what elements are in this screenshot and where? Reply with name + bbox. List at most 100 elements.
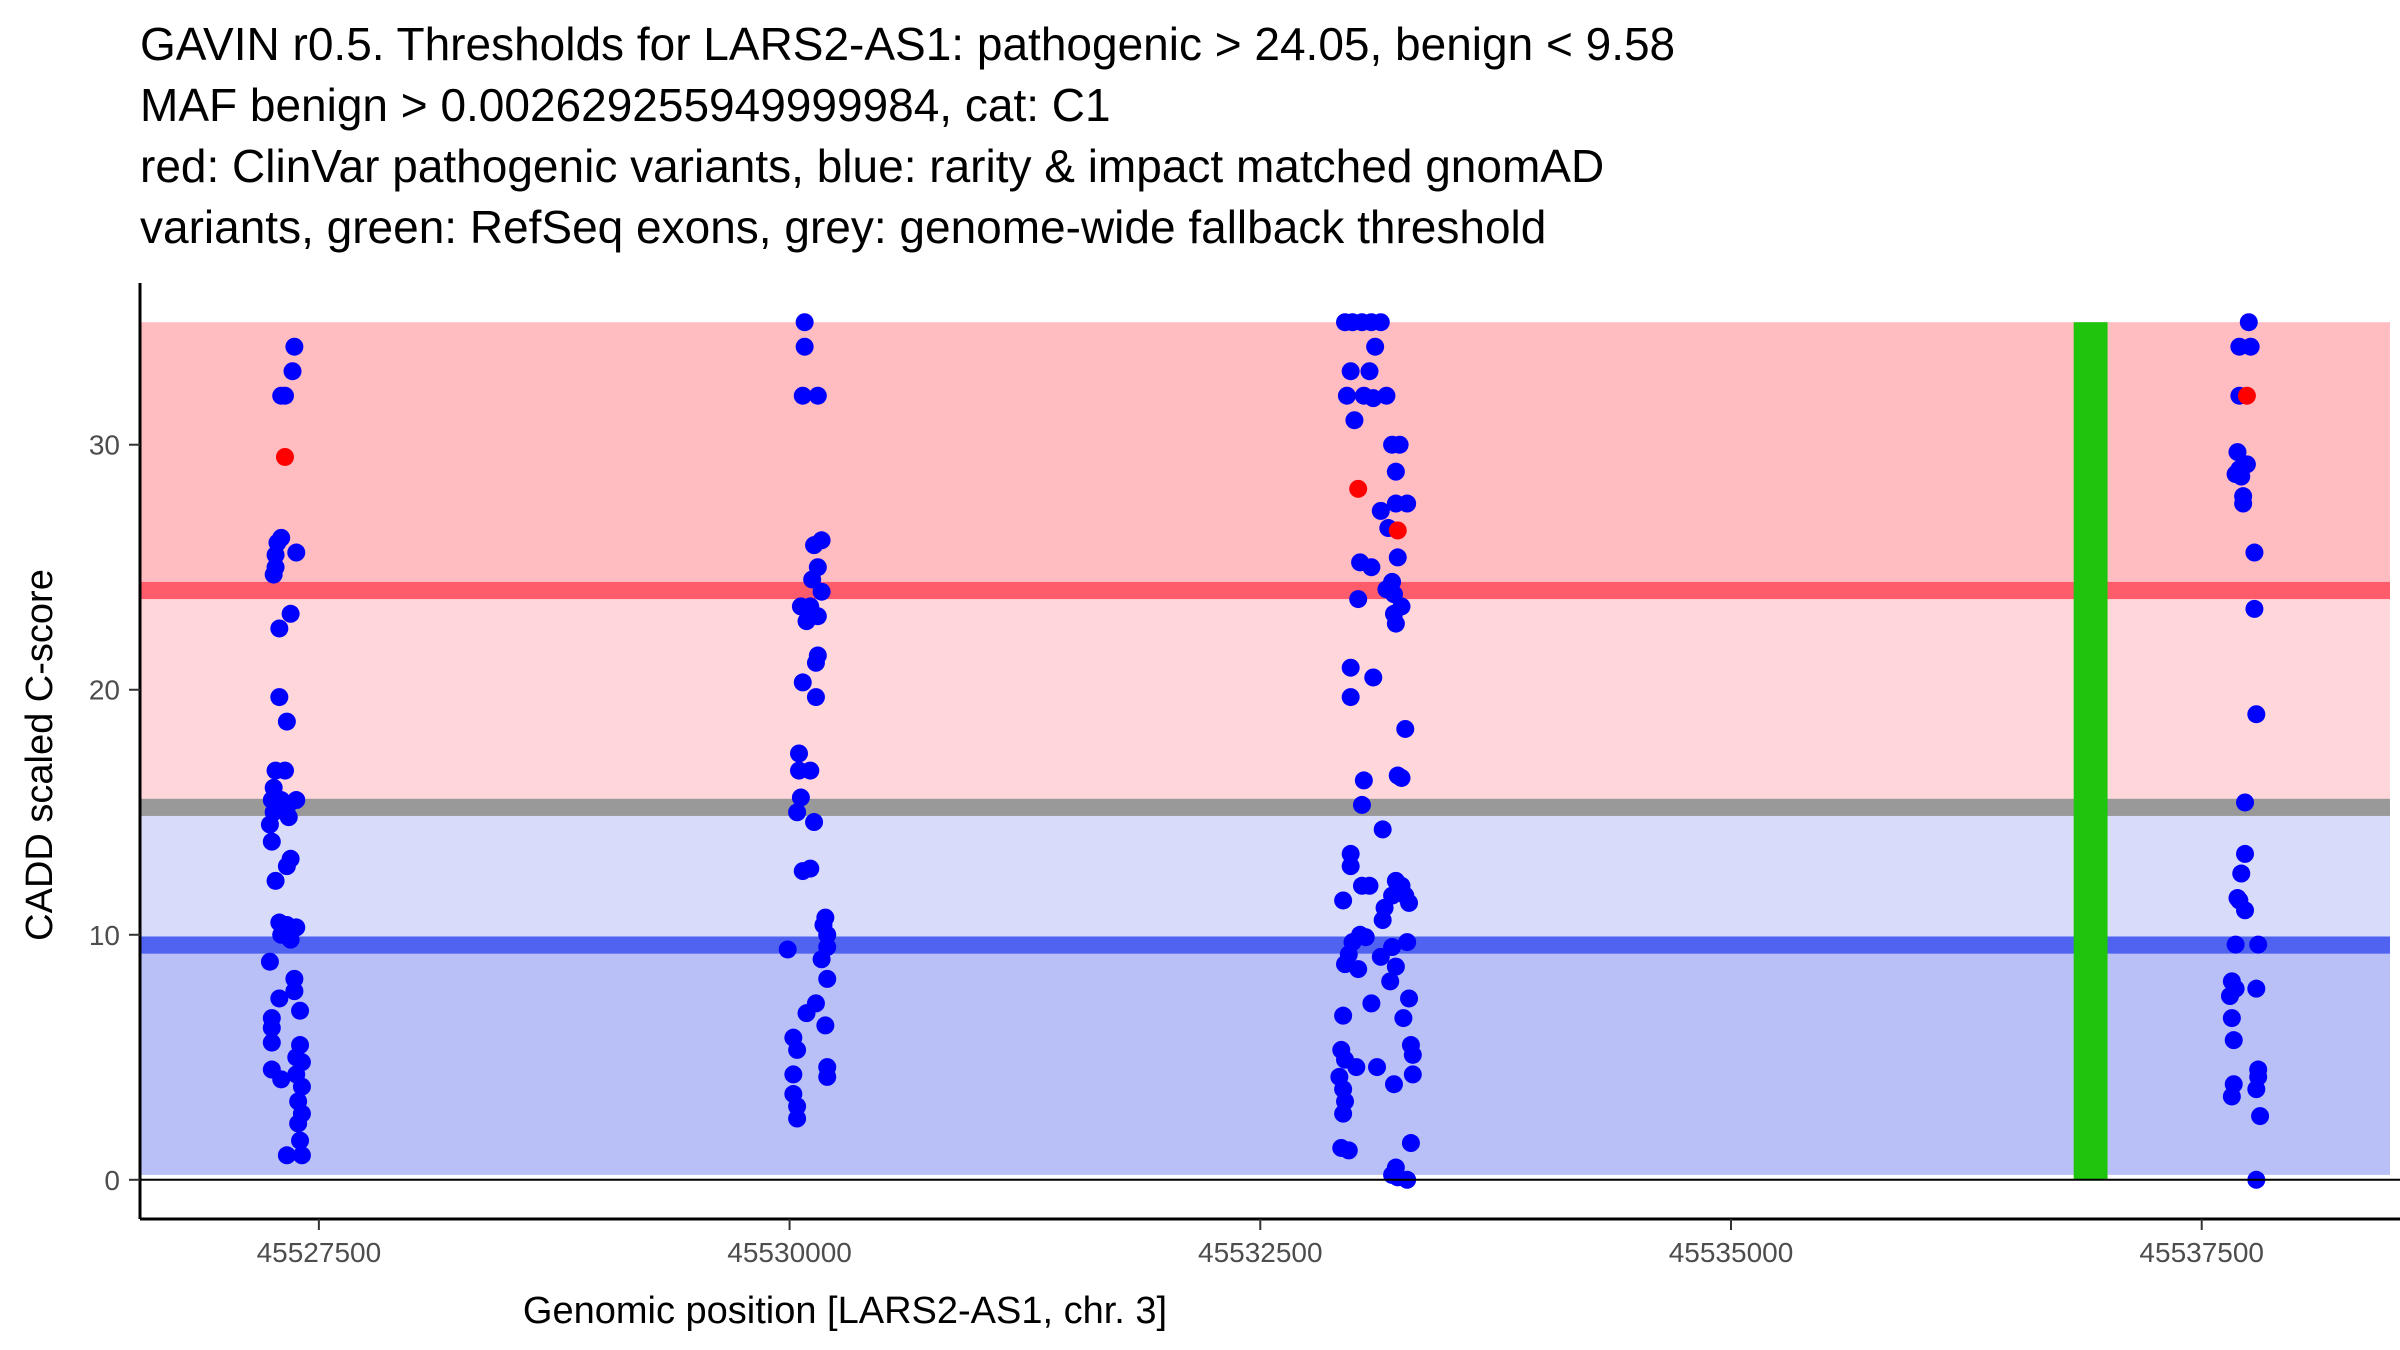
gnomad-variant-point xyxy=(1373,911,1392,930)
x-tick-label: 45530000 xyxy=(727,1237,852,1268)
gnomad-variant-point xyxy=(277,857,296,876)
gnomad-variant-point xyxy=(1362,994,1381,1013)
gnomad-variant-point xyxy=(1400,893,1419,912)
gnomad-variant-point xyxy=(1381,972,1400,991)
gnomad-variant-point xyxy=(1366,337,1385,356)
exon-bars xyxy=(2073,322,2108,1180)
gnomad-variant-point xyxy=(1386,957,1405,976)
gnomad-variant-point xyxy=(818,1067,837,1086)
gnomad-variant-point xyxy=(275,386,294,405)
threshold-line-fallback xyxy=(140,798,2390,816)
gnomad-variant-point xyxy=(784,1065,803,1084)
gnomad-variant-point xyxy=(2247,1080,2266,1099)
gnomad-variant-point xyxy=(1341,362,1360,381)
gnomad-variant-point xyxy=(277,712,296,731)
gnomad-variant-point xyxy=(1388,548,1407,567)
gnomad-variant-point xyxy=(1349,590,1368,609)
gnomad-variant-point xyxy=(272,1070,291,1089)
gnomad-variant-point xyxy=(262,1018,281,1037)
gnomad-variant-point xyxy=(2226,935,2245,954)
gnomad-variant-point xyxy=(1386,462,1405,481)
x-tick-label: 45532500 xyxy=(1198,1237,1323,1268)
gnomad-variant-point xyxy=(812,582,831,601)
title-line-1: GAVIN r0.5. Thresholds for LARS2-AS1: pa… xyxy=(140,18,1676,70)
gnomad-variant-point xyxy=(1373,820,1392,839)
gnomad-variant-point xyxy=(801,859,820,878)
gnomad-variant-point xyxy=(1390,435,1409,454)
gnomad-variant-point xyxy=(2247,979,2266,998)
gnomad-variant-point xyxy=(266,871,285,890)
gnomad-variant-point xyxy=(2249,935,2268,954)
gnomad-variant-point xyxy=(1352,795,1371,814)
gnomad-variant-point xyxy=(788,803,807,822)
exon-bar xyxy=(2073,322,2108,1180)
gnomad-variant-point xyxy=(805,813,824,832)
gnomad-variant-point xyxy=(277,1146,296,1165)
gnomad-variant-point xyxy=(279,808,298,827)
gnomad-variant-point xyxy=(262,1033,281,1052)
gnomad-variant-point xyxy=(291,1001,310,1020)
title-line-3: red: ClinVar pathogenic variants, blue: … xyxy=(140,140,1605,192)
clinvar-pathogenic-point xyxy=(2237,386,2256,405)
gnomad-variant-point xyxy=(1354,771,1373,790)
gnomad-variant-point xyxy=(788,1040,807,1059)
gnomad-variant-point xyxy=(289,1114,308,1133)
region-fallback-pathogenic xyxy=(140,590,2390,808)
gnomad-variant-point xyxy=(1345,411,1364,430)
x-tick-label: 45535000 xyxy=(1669,1237,1794,1268)
gnomad-variant-point xyxy=(2239,313,2258,332)
gnomad-variant-point xyxy=(791,788,810,807)
gnomad-variant-point xyxy=(287,543,306,562)
plot-area xyxy=(140,313,2390,1189)
y-tick-label: 20 xyxy=(89,675,120,706)
gnomad-variant-point xyxy=(291,1131,310,1150)
gnomad-variant-point xyxy=(789,744,808,763)
gnomad-variant-point xyxy=(1403,1045,1422,1064)
gnomad-variant-point xyxy=(1386,494,1405,513)
threshold-lines xyxy=(140,581,2390,954)
gnomad-variant-point xyxy=(2245,543,2264,562)
gnomad-variant-point xyxy=(1386,614,1405,633)
gnomad-variant-point xyxy=(812,531,831,550)
gnomad-variant-point xyxy=(270,688,289,707)
title-line-4: variants, green: RefSeq exons, grey: gen… xyxy=(140,201,1547,253)
gnomad-variant-point xyxy=(2226,465,2245,484)
gnomad-variant-point xyxy=(1341,857,1360,876)
gnomad-variant-point xyxy=(2236,793,2255,812)
threshold-line-pathogenic xyxy=(140,581,2390,600)
gnomad-variant-point xyxy=(2241,337,2260,356)
gnomad-variant-point xyxy=(264,565,283,584)
gnomad-variant-point xyxy=(797,612,816,631)
gnomad-variant-point xyxy=(1401,1134,1420,1153)
gnomad-variant-point xyxy=(283,362,302,381)
gnomad-variant-point xyxy=(801,761,820,780)
clinvar-pathogenic-point xyxy=(275,447,294,466)
gnomad-variant-point xyxy=(816,1016,835,1035)
gnomad-variant-point xyxy=(1392,768,1411,787)
gnomad-variant-point xyxy=(260,815,279,834)
x-axis-title: Genomic position [LARS2-AS1, chr. 3] xyxy=(523,1290,1167,1332)
gnomad-variant-point xyxy=(778,940,797,959)
gnomad-variant-point xyxy=(270,989,289,1008)
gnomad-variant-point xyxy=(285,982,304,1001)
y-axis-title: CADD scaled C-score xyxy=(19,569,61,941)
gnomad-variant-point xyxy=(1339,1141,1358,1160)
gnomad-variant-point xyxy=(2234,494,2253,513)
data-points xyxy=(260,313,2270,1189)
gnomad-variant-point xyxy=(1396,719,1415,738)
x-axis-ticks: 45527500 45530000 45532500 45535000 45537500 xyxy=(257,1219,2264,1268)
gnomad-variant-point xyxy=(281,604,300,623)
gnomad-variant-point xyxy=(1364,668,1383,687)
gnomad-variant-point xyxy=(1341,658,1360,677)
gnomad-variant-point xyxy=(1347,1058,1366,1077)
gnomad-variant-point xyxy=(281,930,300,949)
gnomad-variant-point xyxy=(806,653,825,672)
clinvar-pathogenic-point xyxy=(1388,521,1407,540)
gnomad-variant-point xyxy=(287,791,306,810)
gnomad-variant-point xyxy=(1400,989,1419,1008)
gnomad-variant-point xyxy=(1337,386,1356,405)
gnomad-variant-point xyxy=(795,313,814,332)
gnomad-variant-point xyxy=(1368,1058,1387,1077)
gnomad-variant-point xyxy=(2245,599,2264,618)
